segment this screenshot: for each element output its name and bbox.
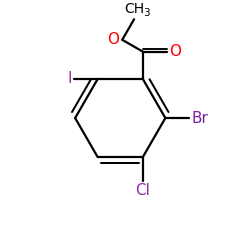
Text: CH: CH [124,2,144,16]
Text: O: O [108,32,120,47]
Text: I: I [68,72,72,86]
Text: O: O [170,44,181,59]
Text: Cl: Cl [135,183,150,198]
Text: 3: 3 [143,8,150,18]
Text: Br: Br [191,110,208,126]
